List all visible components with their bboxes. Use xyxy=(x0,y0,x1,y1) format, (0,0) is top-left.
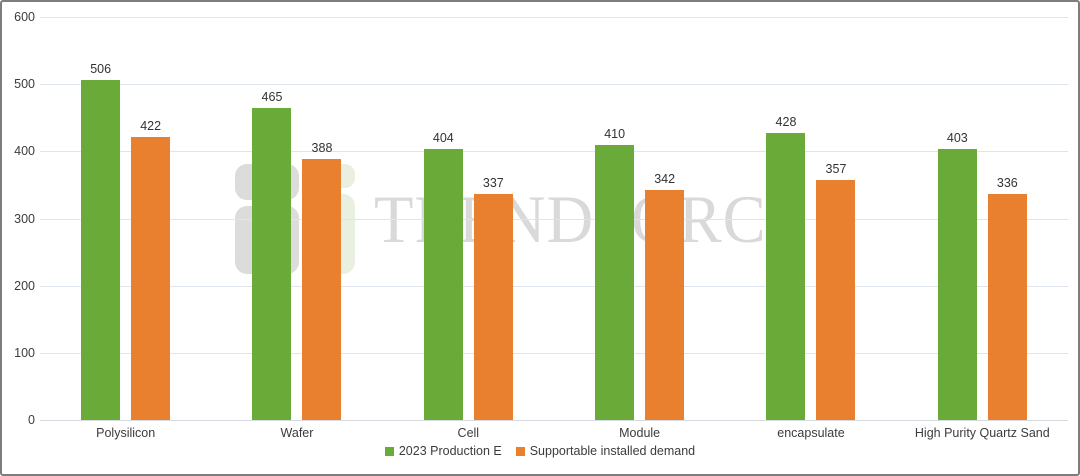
bar-column: 410 xyxy=(595,17,635,420)
y-tick-label: 400 xyxy=(14,144,35,159)
y-tick-label: 100 xyxy=(14,345,35,360)
bar-value-label: 342 xyxy=(654,172,676,187)
bar: 403 xyxy=(937,131,977,420)
bar: 465 xyxy=(252,90,292,420)
bar: 388 xyxy=(302,141,342,420)
y-tick-label: 200 xyxy=(14,278,35,293)
bar: 410 xyxy=(595,127,635,420)
bar-group: 465 388 xyxy=(211,17,382,420)
bar: 336 xyxy=(987,176,1027,420)
x-tick-label: Wafer xyxy=(280,426,314,440)
bar-column: 336 xyxy=(987,17,1027,420)
bar-value-label: 410 xyxy=(604,126,626,141)
bar-value-label: 506 xyxy=(90,62,112,77)
bar-value-label: 388 xyxy=(311,141,333,156)
bar-column: 342 xyxy=(645,17,685,420)
bar-group: 403 336 xyxy=(897,17,1068,420)
gridline xyxy=(40,420,1068,421)
bar-column: 404 xyxy=(423,17,463,420)
legend-item: 2023 Production E xyxy=(384,444,502,458)
legend-swatch-icon xyxy=(384,446,394,456)
bar: 337 xyxy=(473,176,513,420)
bar-group: 506 422 xyxy=(40,17,211,420)
bar: 506 xyxy=(81,62,121,420)
x-axis: Polysilicon Wafer Cell Module encapsulate Hig… xyxy=(40,426,1068,440)
bar: 422 xyxy=(131,119,171,420)
legend-label: Supportable installed demand xyxy=(529,444,696,458)
bar-column: 357 xyxy=(816,17,856,420)
legend-swatch-icon xyxy=(515,446,525,456)
plot-area: 506 422 465 388 404 337 410 342 428 357 403 336 xyxy=(40,17,1068,420)
y-tick-label: 0 xyxy=(28,413,35,427)
bar-column: 465 xyxy=(252,17,292,420)
bar-value-label: 403 xyxy=(946,131,968,146)
x-tick-label: High Purity Quartz Sand xyxy=(914,426,1050,440)
bar: 404 xyxy=(423,131,463,420)
legend-item: Supportable installed demand xyxy=(515,444,696,458)
bar-column: 506 xyxy=(81,17,121,420)
bar-value-label: 336 xyxy=(996,176,1018,191)
x-tick-label: Polysilicon xyxy=(96,426,156,440)
bar-group: 404 337 xyxy=(383,17,554,420)
legend-label: 2023 Production E xyxy=(398,444,502,458)
bar-value-label: 337 xyxy=(482,175,504,190)
x-tick-label: Cell xyxy=(457,426,480,440)
x-tick-label: Module xyxy=(619,426,661,440)
y-tick-label: 300 xyxy=(14,211,35,226)
y-axis: 0 100 200 300 400 500 600 xyxy=(2,10,35,427)
bar-value-label: 428 xyxy=(775,114,797,129)
bar-group: 428 357 xyxy=(725,17,896,420)
bar-value-label: 465 xyxy=(261,89,283,104)
bar: 357 xyxy=(816,162,856,420)
bar-column: 388 xyxy=(302,17,342,420)
bar-column: 403 xyxy=(937,17,977,420)
bar-value-label: 422 xyxy=(140,118,162,133)
bar-value-label: 404 xyxy=(432,130,454,145)
y-tick-label: 600 xyxy=(14,10,35,24)
bar-group: 410 342 xyxy=(554,17,725,420)
y-tick-label: 500 xyxy=(14,77,35,92)
bar-column: 428 xyxy=(766,17,806,420)
bar: 342 xyxy=(645,172,685,420)
bar-column: 337 xyxy=(473,17,513,420)
bar-column: 422 xyxy=(131,17,171,420)
x-tick-label: encapsulate xyxy=(777,426,845,440)
legend: 2023 Production E Supportable installed d… xyxy=(2,444,1078,458)
bar-value-label: 357 xyxy=(825,162,847,177)
bar: 428 xyxy=(766,115,806,420)
